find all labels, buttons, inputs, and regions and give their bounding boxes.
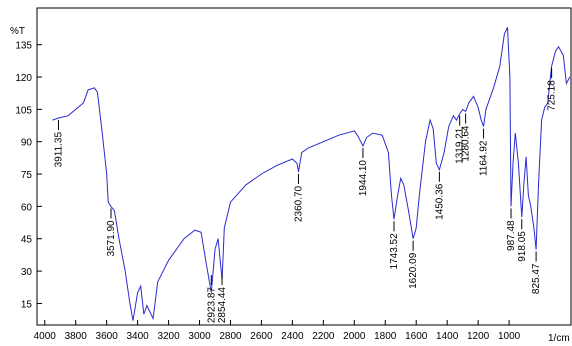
x-tick-label: 3000 — [188, 331, 211, 342]
peak-label: 1319.21 — [455, 127, 466, 164]
y-tick-label: 75 — [21, 170, 33, 181]
peak-label: 987.48 — [506, 220, 517, 251]
plot-frame — [36, 7, 572, 326]
peak-label: 3911.35 — [53, 132, 64, 168]
peak-label: 1450.36 — [434, 183, 445, 220]
x-tick-label: 3800 — [65, 331, 88, 342]
y-tick-label: 120 — [15, 73, 32, 84]
peak-label: 918.05 — [517, 231, 528, 262]
peak-label: 725.18 — [547, 80, 558, 111]
y-tick-label: 105 — [15, 105, 32, 116]
peak-label: 1620.09 — [408, 252, 419, 289]
peak-label: 2854.44 — [217, 287, 228, 324]
x-tick-label: 2600 — [250, 331, 273, 342]
peak-label: 825.47 — [531, 263, 542, 294]
y-axis-label: %T — [10, 26, 25, 37]
x-tick-label: 4000 — [34, 331, 57, 342]
peak-label: 1944.10 — [358, 160, 369, 197]
y-tick-label: 15 — [21, 299, 33, 310]
y-tick-label: 30 — [21, 267, 33, 278]
x-tick-label: 2200 — [312, 331, 335, 342]
x-tick-label: 1400 — [436, 331, 459, 342]
spectrum-line — [52, 27, 571, 321]
x-tick-label: 3600 — [96, 331, 119, 342]
y-tick-label: 45 — [21, 235, 33, 246]
peak-label: 2360.70 — [293, 185, 304, 222]
x-axis-label: 1/cm — [548, 333, 570, 344]
x-tick-label: 2000 — [343, 331, 366, 342]
peak-label: 1743.52 — [389, 233, 400, 270]
peak-label: 1280.64 — [461, 125, 472, 162]
x-tick-label: 1600 — [405, 331, 428, 342]
x-tick-label: 1800 — [374, 331, 397, 342]
x-tick-label: 2400 — [281, 331, 304, 342]
y-tick-label: 60 — [21, 202, 33, 213]
x-tick-label: 1200 — [467, 331, 490, 342]
y-tick-label: 135 — [15, 41, 32, 52]
y-tick-label: 90 — [21, 138, 33, 149]
peak-label: 1164.92 — [479, 140, 490, 176]
peak-label: 2923.87 — [206, 287, 217, 324]
x-tick-label: 3200 — [157, 331, 180, 342]
x-tick-label: 1000 — [498, 331, 521, 342]
x-tick-label: 3400 — [126, 331, 149, 342]
peak-label: 3571.90 — [106, 220, 117, 257]
x-tick-label: 2800 — [219, 331, 242, 342]
